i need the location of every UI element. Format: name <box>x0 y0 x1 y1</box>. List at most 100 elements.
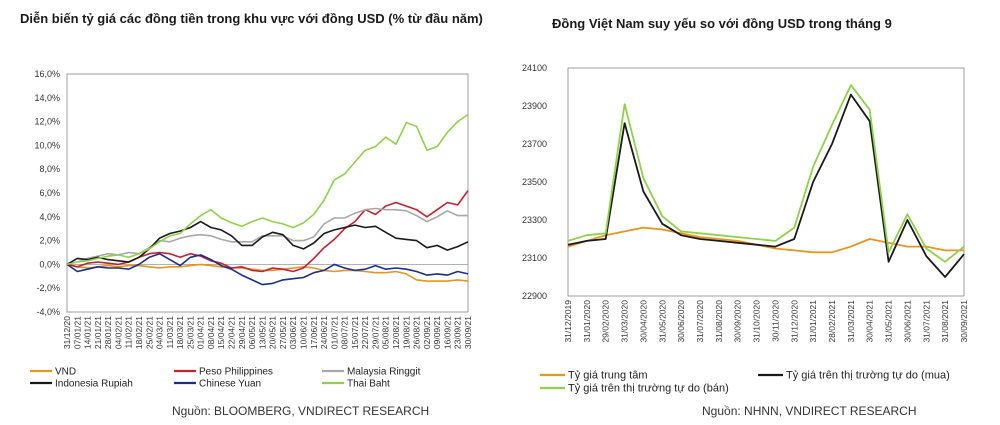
series-line-2 <box>66 207 468 266</box>
x-tick-label: 18/02/21 <box>134 316 144 349</box>
right-chart-svg: 24100 23900 23700 23500 23300 23100 22900 31/12… <box>522 63 969 395</box>
y-tick-label: 10,0% <box>34 140 60 150</box>
legend-label: Tỷ giá trên thị trường tự do (bán) <box>568 383 729 395</box>
y-tick-label: 22900 <box>522 291 547 301</box>
x-tick-label: 10/06/21 <box>298 316 308 349</box>
y-tick-label: 14,0% <box>34 93 60 103</box>
x-tick-label: 31/12/2019 <box>563 300 573 343</box>
x-tick-label: 07/01/21 <box>72 316 82 349</box>
x-tick-label: 17/06/21 <box>309 316 319 349</box>
x-tick-label: 31/01/2021 <box>808 300 818 343</box>
y-tick-label: 24100 <box>522 63 547 73</box>
x-tick-label: 31/12/2020 <box>789 300 799 343</box>
y-tick-label: 0,0% <box>39 259 60 269</box>
x-tick-label: 04/02/21 <box>113 316 123 349</box>
x-tick-label: 30/11/2020 <box>770 300 780 342</box>
x-tick-label: 01/07/21 <box>329 316 339 349</box>
left-chart-panel: Diễn biến tỷ giá các đồng tiền trong khu… <box>20 11 483 418</box>
y-tick-label: 6,0% <box>39 188 60 198</box>
legend-label: Thai Baht <box>347 379 390 390</box>
series-line-5 <box>66 113 469 266</box>
series-line-0 <box>567 226 964 254</box>
x-tick-label: 31/12/20 <box>62 316 72 349</box>
x-tick-label: 30/06/2021 <box>902 300 912 343</box>
x-tick-label: 25/03/21 <box>185 316 195 349</box>
y-tick-label: 2,0% <box>39 236 60 246</box>
x-tick-label: 12/08/21 <box>391 316 401 349</box>
legend-label: VND <box>55 367 76 378</box>
x-tick-label: 31/07/2020 <box>695 300 705 343</box>
x-tick-label: 31/10/2020 <box>752 300 762 343</box>
x-tick-label: 11/02/21 <box>124 316 134 349</box>
y-tick-label: 4,0% <box>39 212 60 222</box>
x-tick-label: 31/03/2021 <box>846 300 856 343</box>
x-tick-label: 24/06/21 <box>319 316 329 349</box>
y-tick-label: 23900 <box>522 101 547 111</box>
x-tick-label: 08/04/21 <box>206 316 216 349</box>
left-chart-title: Diễn biến tỷ giá các đồng tiền trong khu… <box>20 11 483 26</box>
left-chart-svg: 16,0% 14,0% 12,0% 10,0% 8,0% 6,0% 4,0% 2,0% 0,0%… <box>30 69 473 390</box>
x-tick-label: 22/04/21 <box>227 316 237 349</box>
x-tick-label: 29/02/2020 <box>601 300 611 343</box>
y-tick-label: 16,0% <box>34 69 60 79</box>
y-tick-label: 12,0% <box>34 117 60 127</box>
y-tick-label: 23700 <box>522 139 547 149</box>
x-tick-label: 26/08/21 <box>412 316 422 349</box>
x-tick-label: 30/09/2021 <box>959 300 969 343</box>
plot-frame <box>567 67 965 297</box>
x-tick-label: 03/06/21 <box>288 316 298 349</box>
x-tick-label: 31/05/2021 <box>884 300 894 343</box>
legend-label: Indonesia Rupiah <box>55 379 133 390</box>
y-tick-label: 23100 <box>522 253 547 263</box>
x-tick-label: 15/04/21 <box>216 316 226 349</box>
x-tick-label: 06/05/21 <box>247 316 257 349</box>
x-tick-label: 18/03/21 <box>175 316 185 349</box>
x-tick-label: 08/07/21 <box>340 316 350 349</box>
series-line-1 <box>567 93 965 278</box>
x-tick-label: 31/07/2021 <box>921 300 931 343</box>
plot-frame <box>66 73 469 313</box>
x-tick-label: 25/02/21 <box>144 316 154 349</box>
y-tick-label: 23500 <box>522 177 547 187</box>
x-tick-label: 09/09/21 <box>432 316 442 349</box>
x-tick-label: 29/07/21 <box>370 316 380 349</box>
x-tick-label: 30/04/2020 <box>638 300 648 343</box>
x-tick-label: 13/05/21 <box>257 316 267 349</box>
series-line-1 <box>66 190 469 273</box>
x-tick-label: 30/09/2020 <box>733 300 743 343</box>
x-tick-label: 04/03/21 <box>155 316 165 349</box>
x-tick-label: 16/09/21 <box>442 316 452 349</box>
legend-label: Tỷ giá trên thị trường tự do (mua) <box>786 370 950 382</box>
x-tick-label: 30/06/2020 <box>676 300 686 343</box>
legend-label: Peso Philippines <box>199 367 273 378</box>
y-tick-label: 23300 <box>522 215 547 225</box>
legend-label: Chinese Yuan <box>199 379 261 390</box>
x-tick-label: 28/02/2021 <box>827 300 837 343</box>
x-tick-label: 22/07/21 <box>360 316 370 349</box>
x-tick-label: 31/03/2020 <box>620 300 630 343</box>
x-tick-label: 30/04/2021 <box>865 300 875 343</box>
series-line-0 <box>66 263 469 282</box>
left-chart-source: Nguồn: BLOOMBERG, VNDIRECT RESEARCH <box>172 404 430 418</box>
right-chart-panel: Đồng Việt Nam suy yếu so với đồng USD tr… <box>500 0 1000 425</box>
x-tick-label: 21/01/21 <box>93 316 103 349</box>
legend-label: Tỷ giá trung tâm <box>568 370 647 382</box>
x-tick-label: 20/05/21 <box>268 316 278 349</box>
x-tick-label: 23/09/21 <box>453 316 463 349</box>
x-tick-label: 02/09/21 <box>422 316 432 349</box>
x-tick-label: 31/08/2021 <box>940 300 950 343</box>
y-tick-label: -4,0% <box>36 307 60 317</box>
x-tick-label: 15/07/21 <box>350 316 360 349</box>
series-line-4 <box>66 252 469 286</box>
right-chart-title: Đồng Việt Nam suy yếu so với đồng USD tr… <box>552 16 892 31</box>
x-tick-label: 19/08/21 <box>401 316 411 349</box>
y-tick-label: 8,0% <box>39 164 60 174</box>
x-tick-label: 27/05/21 <box>278 316 288 349</box>
x-tick-label: 31/05/2020 <box>657 300 667 343</box>
x-tick-label: 31/08/2020 <box>714 300 724 343</box>
x-tick-label: 29/04/21 <box>237 316 247 349</box>
x-tick-label: 31/01/2020 <box>582 300 592 343</box>
x-tick-label: 05/08/21 <box>381 316 391 349</box>
y-tick-label: -2,0% <box>36 283 60 293</box>
x-tick-label: 01/04/21 <box>196 316 206 349</box>
